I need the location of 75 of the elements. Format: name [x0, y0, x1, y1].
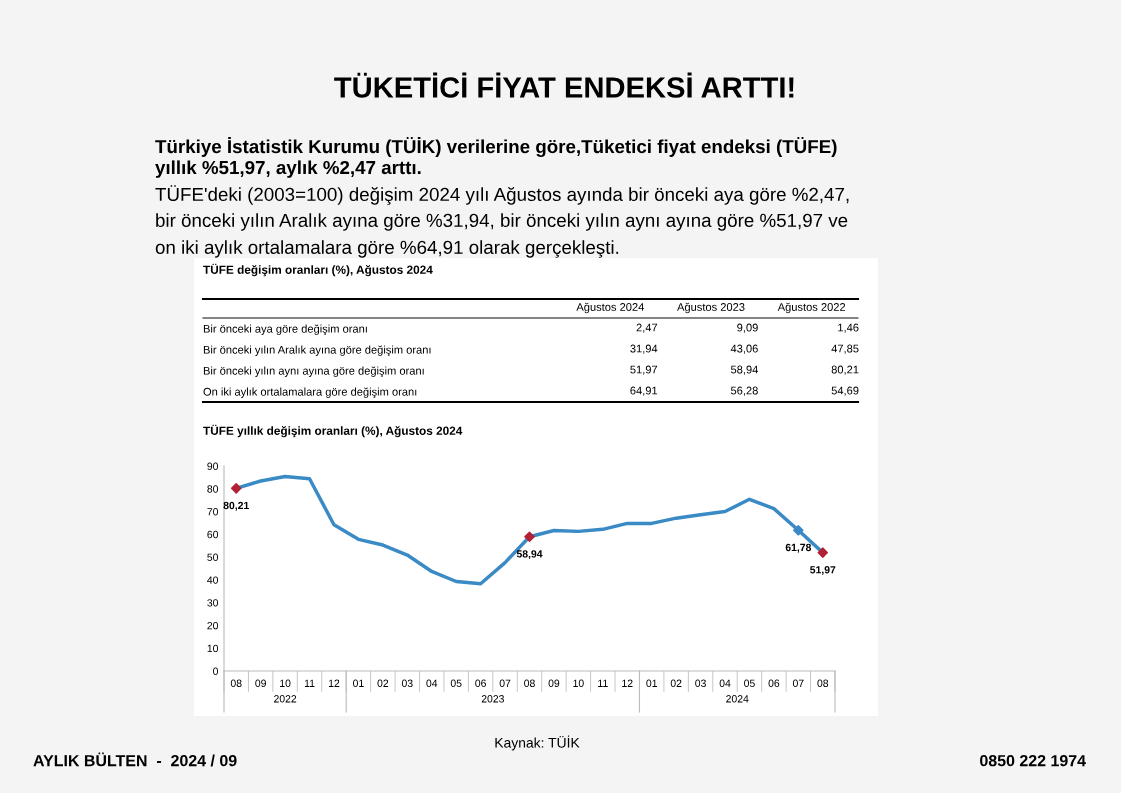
- text: 2024: [726, 695, 749, 703]
- x-tick-label: 02: [670, 679, 682, 687]
- category-label: Bir önceki yılın Aralık ayına göre değişim oranı: [203, 345, 431, 356]
- x-tick-label: 03: [401, 679, 413, 687]
- x-tick-label: 09: [548, 679, 560, 687]
- x-tick-label: 12: [622, 679, 633, 687]
- x-tick-label: 05: [450, 679, 462, 687]
- text: 51,97: [630, 365, 658, 375]
- text: Kaynak: TÜİK: [495, 735, 580, 751]
- text: 54,69: [831, 386, 859, 396]
- y-tick-label: 70: [207, 508, 219, 516]
- y-tick-label: 0: [213, 667, 219, 675]
- x-tick-label: 07: [499, 679, 511, 687]
- x-tick-label: 12: [328, 679, 340, 687]
- text: 56,28: [730, 386, 758, 396]
- y-tick-label: 30: [207, 599, 219, 607]
- text: bir önceki yılın Aralık ayına göre %31,94, bir önceki yılın aynı ayına göre %51,97 ve: [156, 213, 848, 231]
- category-label: Bir önceki aya göre değişim oranı: [203, 324, 367, 335]
- text: 1,46: [838, 323, 859, 333]
- x-tick-label: 05: [744, 679, 755, 687]
- category-label: Bir önceki yılın aynı ayına göre değişim oranı: [203, 366, 424, 377]
- y-tick-label: 60: [207, 530, 219, 539]
- text: 58,94: [730, 365, 758, 375]
- text: Türkiye İstatistik Kurumu (TÜİK) verilerine göre,Tüketici fiyat endeksi (TÜFE) yıllık %51,97, aylık %2,47 arttı.: [155, 137, 837, 178]
- x-tick-label: 03: [695, 679, 706, 687]
- data-label: 58,94: [516, 550, 543, 560]
- x-tick-label: 08: [524, 679, 535, 687]
- x-tick-label: 11: [598, 679, 608, 687]
- text: AYLIK BÜLTEN - 2024 / 09: [33, 752, 237, 767]
- x-tick-label: 04: [719, 679, 731, 687]
- text: TÜKETİCİ FİYAT ENDEKSİ ARTTI!: [334, 72, 794, 98]
- point: [230, 482, 242, 494]
- point: [524, 531, 535, 543]
- y-tick-label: 20: [207, 621, 219, 630]
- text: on iki aylık ortalamalara göre %64,91 olarak gerçekleşti.: [155, 240, 619, 258]
- x-tick-label: 07: [792, 679, 804, 687]
- text: TÜFE değişim oranları (%), Ağustos 2024: [203, 263, 433, 277]
- data-label: 80,21: [223, 501, 249, 511]
- text: 31,94: [630, 344, 658, 354]
- x-tick-label: 01: [353, 679, 364, 687]
- text: 2022: [274, 695, 297, 703]
- data-label: 51,97: [810, 566, 836, 575]
- y-tick-label: 50: [207, 553, 219, 561]
- x-tick-label: 11: [304, 679, 315, 687]
- text: 0850 222 1974: [980, 754, 1086, 767]
- y-tick-label: 10: [207, 644, 219, 653]
- x-tick-label: 06: [475, 679, 486, 687]
- category-label: Ağustos 2022: [777, 302, 846, 314]
- text: 64,91: [630, 386, 658, 396]
- x-tick-label: 01: [646, 679, 657, 687]
- category-label: Ağustos 2023: [677, 302, 745, 314]
- x-tick-label: 10: [280, 679, 291, 687]
- data-label: 61,78: [785, 543, 812, 553]
- text: 80,21: [831, 365, 859, 375]
- y-tick-label: 40: [207, 576, 219, 584]
- x-tick-label: 04: [426, 679, 438, 687]
- text: 43,06: [730, 344, 758, 354]
- chart-title: TÜFE yıllık değişim oranları (%), Ağustos 2024: [203, 424, 463, 438]
- x-tick-label: 08: [817, 679, 829, 687]
- category-label: Ağustos 2024: [576, 302, 644, 314]
- point: [793, 524, 804, 536]
- text: 47,85: [831, 344, 859, 354]
- x-tick-label: 10: [573, 679, 584, 687]
- y-tick-label: 80: [207, 485, 219, 493]
- x-tick-label: 09: [255, 679, 266, 687]
- text: 9,09: [737, 323, 758, 333]
- x-tick-label: 06: [768, 679, 780, 687]
- y-tick-label: 90: [207, 462, 219, 470]
- x-tick-label: 02: [377, 679, 389, 687]
- point: [817, 547, 829, 558]
- text: 2,47: [636, 323, 658, 333]
- text: TÜFE'deki (2003=100) değişim 2024 yılı Ağustos ayında bir önceki aya göre %2,47,: [155, 185, 849, 205]
- text: 2023: [481, 695, 504, 703]
- category-label: On iki aylık ortalamalara göre değişim oranı: [203, 387, 417, 398]
- x-tick-label: 08: [230, 679, 242, 687]
